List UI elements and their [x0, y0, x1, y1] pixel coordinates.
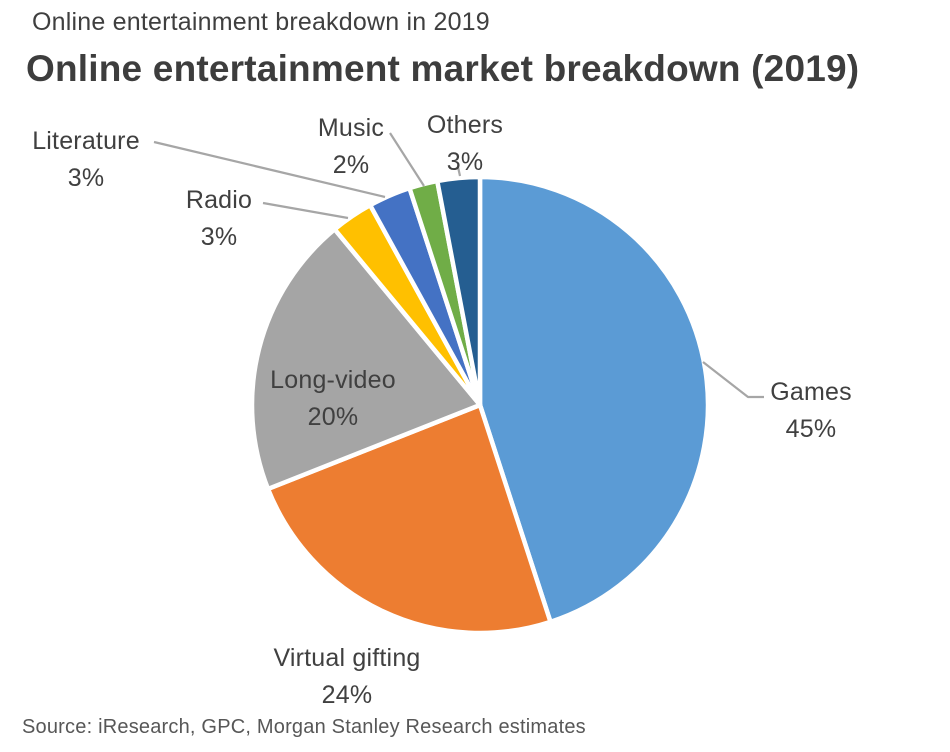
slice-label-text: Games [770, 378, 852, 406]
slice-label-pct: 2% [332, 151, 370, 179]
pie-slice-games [477, 174, 711, 625]
slice-label-text: Long-video [270, 366, 396, 394]
leader-line-others [456, 166, 462, 177]
slice-label-pct: 20% [307, 403, 359, 431]
slice-label-music: Music 2% [281, 110, 421, 184]
slice-label-text: Radio [185, 186, 253, 214]
slice-label-pct: 3% [67, 164, 105, 192]
leader-line-games [702, 361, 764, 399]
slice-label-text: Virtual gifting [273, 644, 421, 672]
slice-label-long-video: Long-video 20% [233, 362, 433, 436]
slice-label-text: Music [317, 114, 385, 142]
slice-label-radio: Radio 3% [149, 182, 289, 256]
leader-line-music [389, 132, 425, 187]
pie-slice-long-video [249, 227, 483, 492]
slice-label-text: Literature [32, 127, 140, 155]
leader-line-literature [153, 140, 386, 199]
slice-label-pct: 3% [200, 223, 238, 251]
slice-label-pct: 3% [446, 148, 484, 176]
leader-line-radio [262, 201, 349, 220]
slice-label-pct: 45% [785, 415, 837, 443]
slice-label-literature: Literature 3% [16, 123, 156, 197]
slice-label-virtual-gifting: Virtual gifting 24% [227, 640, 467, 714]
chart-title: Online entertainment market breakdown (2… [26, 48, 860, 89]
slice-label-pct: 24% [321, 681, 373, 709]
pie-slice-others [435, 174, 483, 408]
report-kicker: Online entertainment breakdown in 2019 [32, 8, 490, 36]
source-note: Source: iResearch, GPC, Morgan Stanley R… [22, 716, 586, 738]
slice-label-games: Games 45% [741, 374, 881, 448]
slice-label-text: Others [426, 111, 504, 139]
slice-label-others: Others 3% [395, 107, 535, 181]
